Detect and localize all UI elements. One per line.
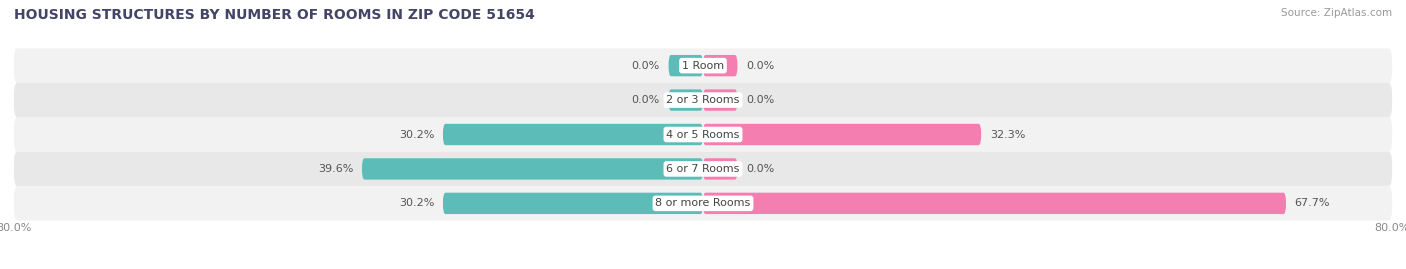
Text: 0.0%: 0.0% [631,95,659,105]
Text: HOUSING STRUCTURES BY NUMBER OF ROOMS IN ZIP CODE 51654: HOUSING STRUCTURES BY NUMBER OF ROOMS IN… [14,8,534,22]
Text: 2 or 3 Rooms: 2 or 3 Rooms [666,95,740,105]
FancyBboxPatch shape [361,158,703,180]
Text: 1 Room: 1 Room [682,61,724,71]
FancyBboxPatch shape [443,193,703,214]
Text: Source: ZipAtlas.com: Source: ZipAtlas.com [1281,8,1392,18]
Text: 0.0%: 0.0% [631,61,659,71]
FancyBboxPatch shape [669,55,703,76]
Text: 0.0%: 0.0% [747,164,775,174]
Text: 6 or 7 Rooms: 6 or 7 Rooms [666,164,740,174]
FancyBboxPatch shape [703,158,738,180]
Text: 67.7%: 67.7% [1295,198,1330,208]
FancyBboxPatch shape [669,89,703,111]
Text: 30.2%: 30.2% [399,198,434,208]
FancyBboxPatch shape [14,48,1392,83]
Text: 39.6%: 39.6% [318,164,353,174]
FancyBboxPatch shape [14,83,1392,117]
FancyBboxPatch shape [14,186,1392,221]
FancyBboxPatch shape [14,152,1392,186]
FancyBboxPatch shape [703,55,738,76]
Text: 32.3%: 32.3% [990,129,1025,140]
Text: 8 or more Rooms: 8 or more Rooms [655,198,751,208]
FancyBboxPatch shape [703,89,738,111]
FancyBboxPatch shape [703,193,1286,214]
Legend: Owner-occupied, Renter-occupied: Owner-occupied, Renter-occupied [582,268,824,269]
FancyBboxPatch shape [14,117,1392,152]
Text: 0.0%: 0.0% [747,95,775,105]
Text: 4 or 5 Rooms: 4 or 5 Rooms [666,129,740,140]
Text: 30.2%: 30.2% [399,129,434,140]
FancyBboxPatch shape [703,124,981,145]
Text: 0.0%: 0.0% [747,61,775,71]
FancyBboxPatch shape [443,124,703,145]
